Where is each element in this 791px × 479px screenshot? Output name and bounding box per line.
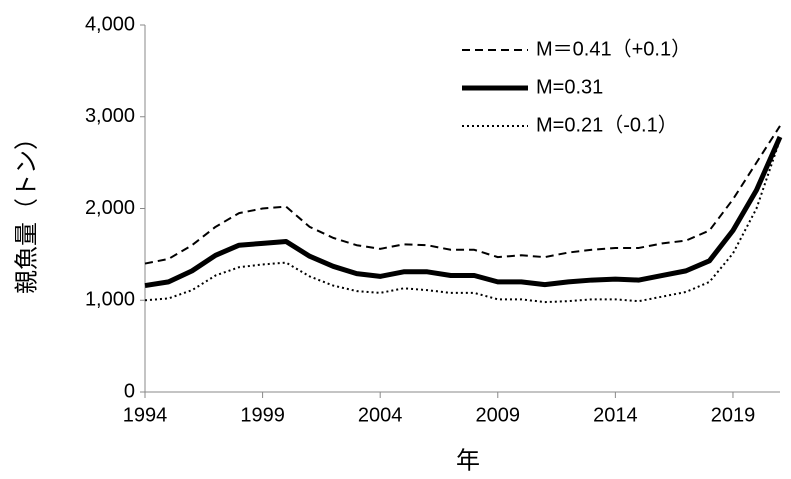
x-tick-label: 2004 — [358, 404, 403, 426]
y-tick-label: 0 — [124, 380, 135, 402]
x-tick-label: 1999 — [240, 404, 285, 426]
y-tick-label: 2,000 — [85, 197, 135, 219]
y-tick-label: 3,000 — [85, 105, 135, 127]
y-tick-label: 1,000 — [85, 289, 135, 311]
legend-label: M=0.31 — [536, 76, 603, 98]
x-tick-label: 1994 — [123, 404, 168, 426]
legend-label: M=0.21（-0.1） — [536, 113, 678, 136]
data-line — [144, 125, 781, 265]
x-tick-label: 2019 — [711, 404, 756, 426]
y-tick-label: 4,000 — [85, 13, 135, 35]
legend-label: M＝0.41（+0.1） — [536, 37, 691, 60]
data-line — [144, 135, 783, 289]
data-line — [144, 139, 781, 304]
x-tick-label: 2014 — [593, 404, 638, 426]
x-axis-label: 年 — [456, 447, 480, 474]
x-tick-label: 2009 — [476, 404, 521, 426]
y-axis-label: 親魚量（トン） — [13, 126, 40, 294]
